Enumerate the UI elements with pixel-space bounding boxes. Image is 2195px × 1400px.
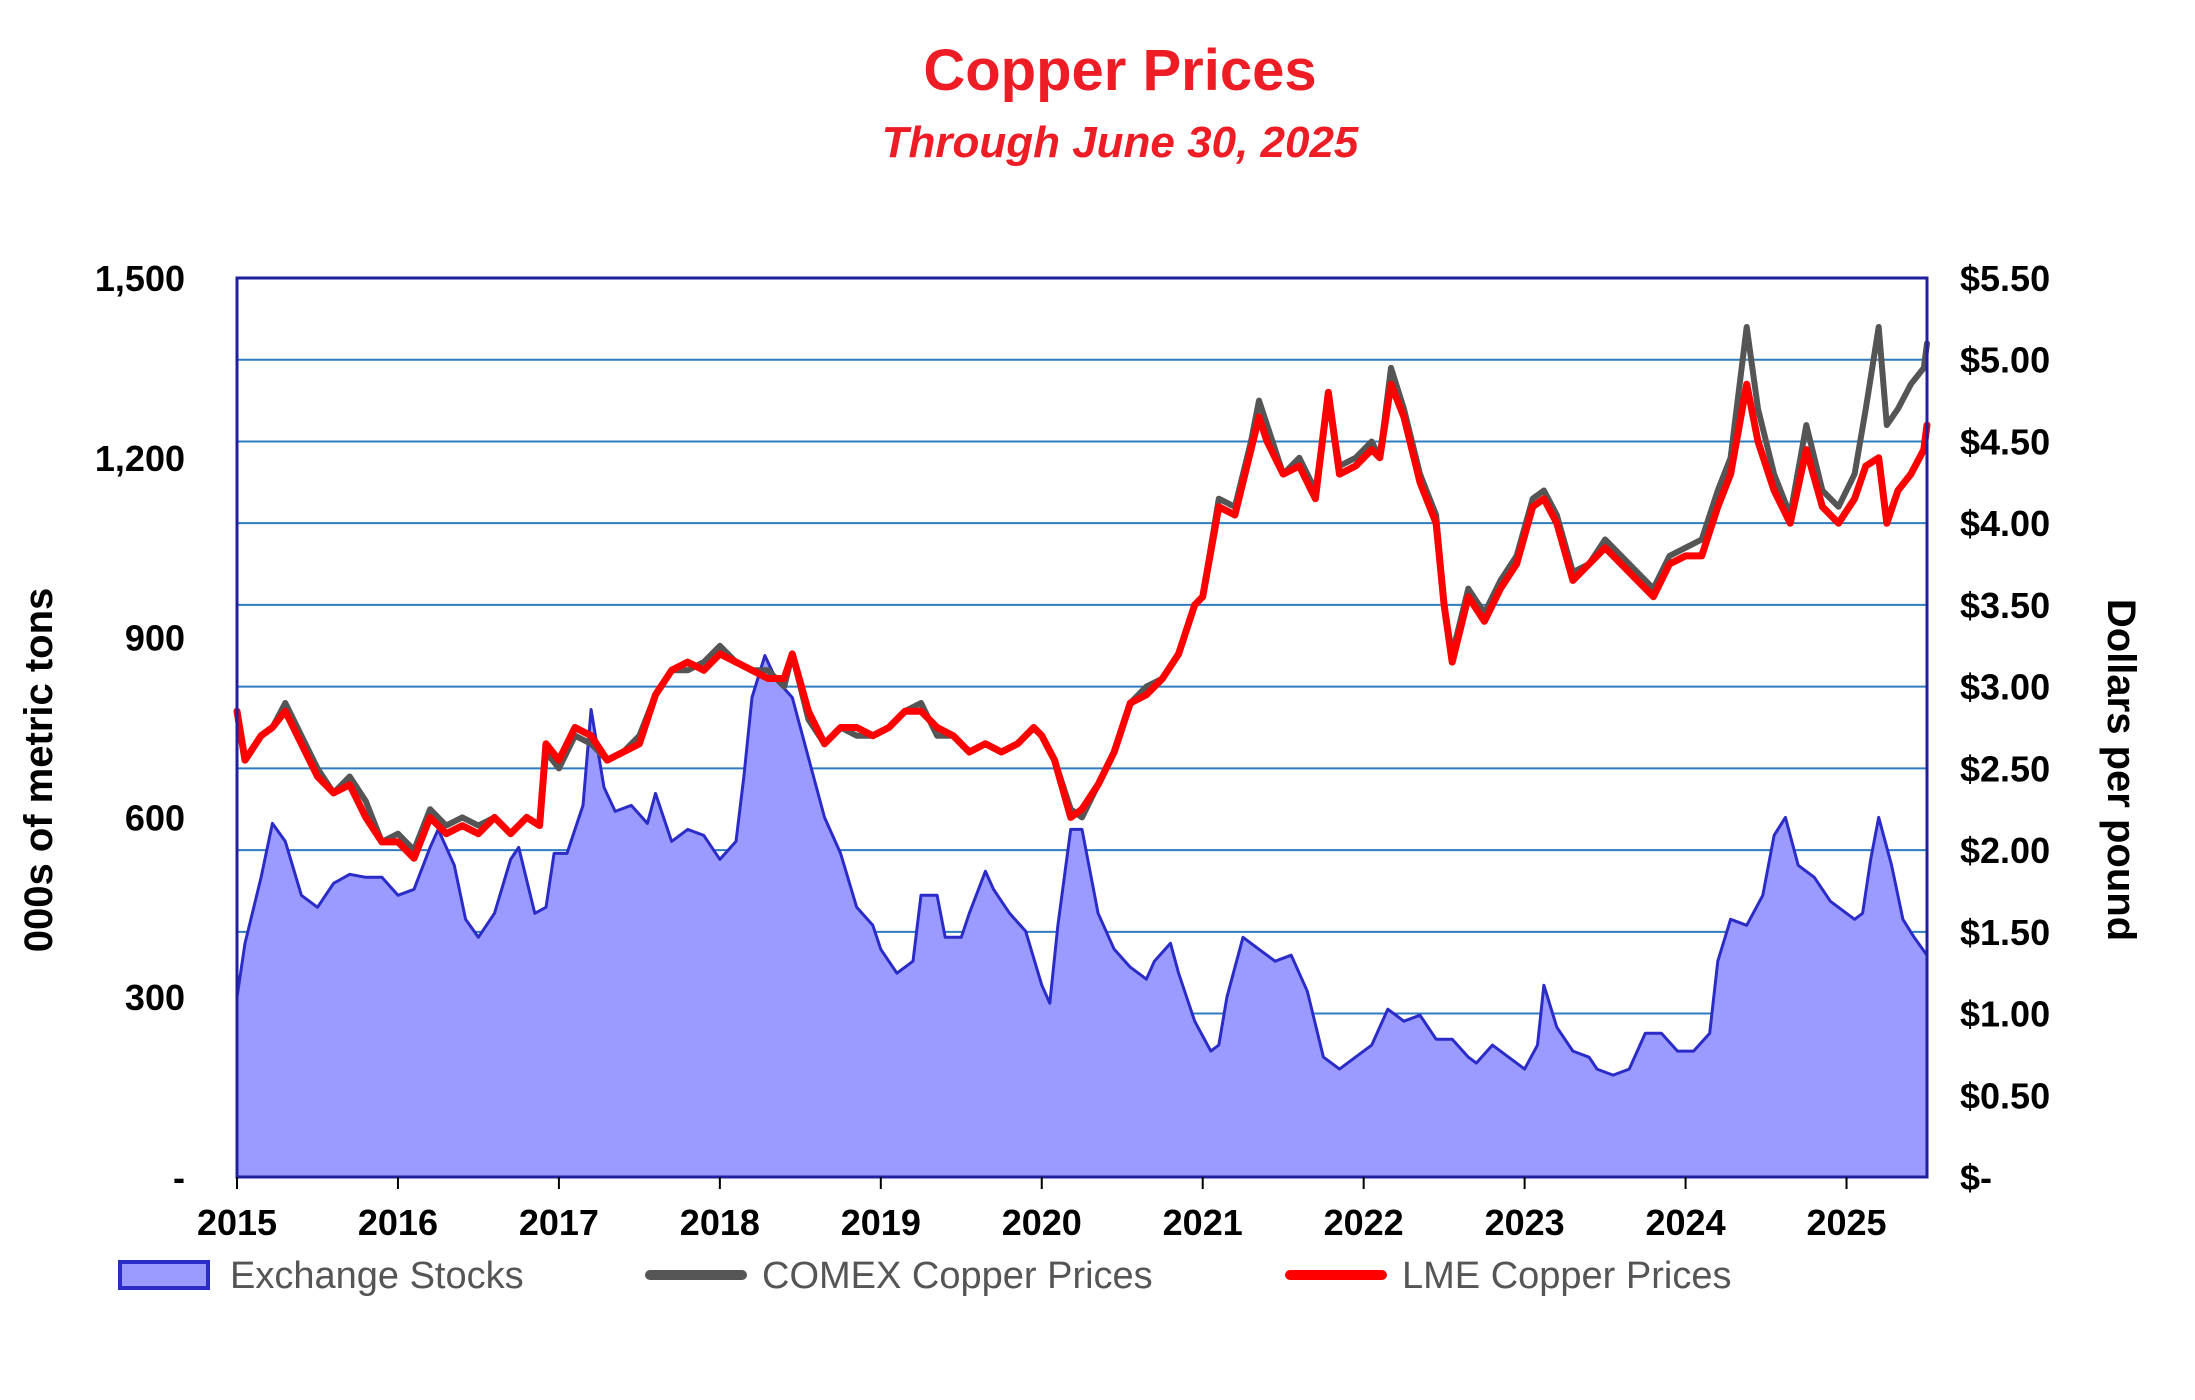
left-axis-label: 000s of metric tons xyxy=(17,588,61,953)
right-tick-label-1: $0.50 xyxy=(1960,1075,2050,1116)
right-tick-label-2: $1.00 xyxy=(1960,994,2050,1035)
x-tick-label-2018: 2018 xyxy=(680,1202,760,1243)
right-axis-label: Dollars per pound xyxy=(2099,599,2143,941)
chart-title: Copper Prices xyxy=(923,38,1316,103)
x-tick-label-2024: 2024 xyxy=(1646,1202,1726,1243)
series-comex-line xyxy=(234,324,1930,854)
x-tick-label-2025: 2025 xyxy=(1806,1202,1886,1243)
legend-label-comex: COMEX Copper Prices xyxy=(762,1255,1153,1297)
right-tick-label-10: $5.00 xyxy=(1960,340,2050,381)
series-lme-line xyxy=(233,380,1931,862)
right-y-axis: $- $0.50 $1.00 $1.50 $2.00 $2.50 $3.00 $3.50 $4.… xyxy=(1960,258,2050,1198)
legend-swatch-exchange-stocks xyxy=(118,1260,210,1290)
right-tick-label-5: $2.50 xyxy=(1960,748,2050,789)
x-axis: 2015 2016 2017 2018 2019 2020 2021 2022 2023 2024… xyxy=(197,1177,1887,1243)
legend: Exchange Stocks COMEX Copper Prices LME … xyxy=(118,1255,1731,1297)
right-tick-label-3: $1.50 xyxy=(1960,912,2050,953)
right-tick-label-9: $4.50 xyxy=(1960,421,2050,462)
legend-label-lme: LME Copper Prices xyxy=(1402,1255,1731,1297)
right-tick-label-4: $2.00 xyxy=(1960,830,2050,871)
x-tick-label-2015: 2015 xyxy=(197,1202,277,1243)
x-tick-label-2021: 2021 xyxy=(1163,1202,1243,1243)
plot-frame xyxy=(235,276,1929,1179)
x-tick-label-2019: 2019 xyxy=(841,1202,921,1243)
left-tick-label-4: 1,200 xyxy=(95,438,185,479)
left-tick-label-1: 300 xyxy=(125,977,185,1018)
left-tick-label-2: 600 xyxy=(125,797,185,838)
x-tick-label-2022: 2022 xyxy=(1324,1202,1404,1243)
left-tick-label-0: - xyxy=(173,1157,185,1198)
x-tick-label-2017: 2017 xyxy=(519,1202,599,1243)
chart-subtitle: Through June 30, 2025 xyxy=(882,118,1359,167)
x-tick-label-2023: 2023 xyxy=(1485,1202,1565,1243)
right-tick-label-11: $5.50 xyxy=(1960,258,2050,299)
x-tick-label-2020: 2020 xyxy=(1002,1202,1082,1243)
right-tick-label-0: $- xyxy=(1960,1157,1992,1198)
series-layer xyxy=(233,324,1931,1179)
right-tick-label-6: $3.00 xyxy=(1960,667,2050,708)
legend-label-exchange-stocks: Exchange Stocks xyxy=(230,1255,524,1297)
left-tick-label-5: 1,500 xyxy=(95,258,185,299)
left-tick-label-3: 900 xyxy=(125,618,185,659)
x-tick-label-2016: 2016 xyxy=(358,1202,438,1243)
right-tick-label-8: $4.00 xyxy=(1960,503,2050,544)
right-tick-label-7: $3.50 xyxy=(1960,585,2050,626)
series-exchange-stocks-area xyxy=(235,654,1929,1179)
left-y-axis: - 300 600 900 1,200 1,500 xyxy=(95,258,185,1198)
